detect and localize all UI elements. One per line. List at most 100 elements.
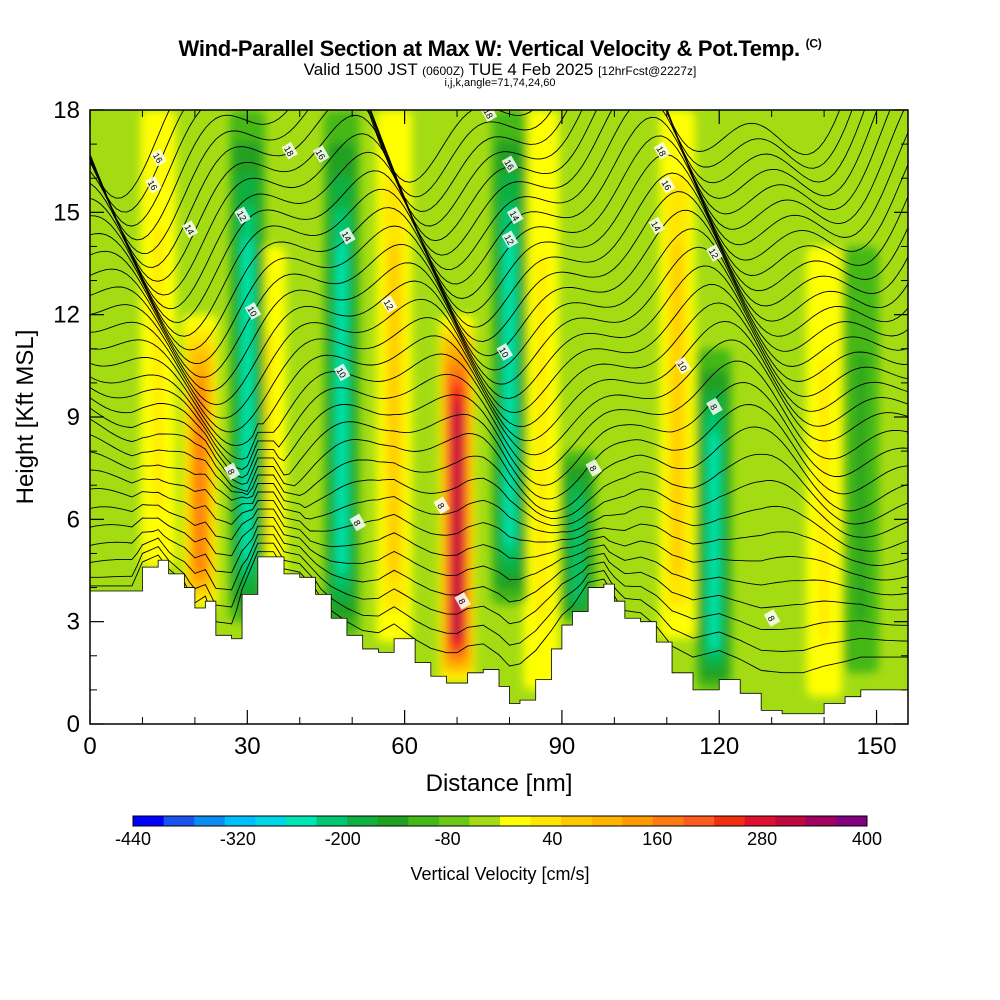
colorbar-swatch	[408, 816, 440, 826]
colorbar-swatch	[622, 816, 654, 826]
theta-contour	[90, 451, 908, 538]
theta-contours	[90, 110, 908, 674]
theta-contour	[90, 265, 908, 406]
colorbar-swatch	[255, 816, 287, 826]
contour-label-text: 16	[660, 178, 674, 192]
contour-label-bg	[381, 295, 398, 313]
contour-label-bg	[433, 496, 451, 515]
contour-label: 14	[339, 227, 356, 245]
colorbar-swatch	[652, 816, 684, 826]
contour-label-text: 16	[151, 151, 165, 165]
x-tick-label: 60	[391, 733, 418, 760]
theta-contour	[90, 172, 908, 337]
theta-contour	[90, 110, 865, 227]
contour-label: 8	[223, 462, 241, 481]
contour-label-text: 8	[435, 501, 446, 510]
contour-label-bg	[181, 220, 199, 238]
x-tick-label: 120	[699, 733, 739, 760]
contour-label-bg	[339, 227, 356, 245]
colorbar: -440 -320 -200 -80 40 160 280 400	[115, 815, 882, 849]
contour-label-text: 14	[182, 223, 196, 237]
downdraft-column-core	[709, 434, 719, 649]
valid-utc: (0600Z)	[422, 64, 465, 78]
contour-label: 16	[312, 145, 330, 163]
colorbar-swatch	[683, 816, 715, 826]
contour-label-text: 8	[708, 402, 719, 411]
y-tick-label: 9	[67, 404, 80, 431]
colorbar-tick-label: 40	[542, 829, 562, 849]
colorbar-tick-label: -440	[115, 829, 151, 849]
contour-label: 16	[501, 155, 519, 174]
x-axis-label: Distance [nm]	[426, 770, 573, 797]
colorbar-swatch	[377, 816, 409, 826]
plot-area: 8 8 8 8 8 8 8 10 10 10 10 12 12 12 12 14 14 14 14 16 16 16 16 1…	[90, 110, 908, 724]
colorbar-swatch	[714, 816, 746, 826]
contour-label: 12	[501, 230, 519, 249]
updraft-column-core	[153, 224, 163, 513]
contour-label-bg	[223, 462, 241, 481]
x-tick-label: 30	[234, 733, 261, 760]
valid-date: TUE 4 Feb 2025	[468, 60, 594, 79]
grid-info: i,j,k,angle=71,74,24,60	[444, 77, 556, 89]
theta-contour-labels: 8 8 8 8 8 8 8 10 10 10 10 12 12 12 12 14 14 14 14 16 16 16 16 1…	[145, 110, 781, 627]
colorbar-swatch	[805, 816, 837, 826]
contour-label-bg	[706, 397, 723, 416]
contour-label: 10	[333, 363, 351, 382]
theta-contour	[90, 110, 878, 241]
x-tick-label: 0	[83, 733, 96, 760]
contour-label-text: 10	[245, 305, 259, 319]
axes: 0 30 60 90 120 150 0 3 6 9 12 15 18	[53, 97, 908, 760]
contour-label-bg	[496, 343, 513, 361]
chart-title: Wind-Parallel Section at Max W: Vertical…	[0, 36, 1000, 62]
contour-label-text: 18	[282, 144, 296, 158]
contour-label-text: 16	[502, 158, 516, 172]
theta-contour	[90, 246, 908, 392]
contour-label: 16	[658, 175, 676, 194]
colorbar-swatch	[224, 816, 256, 826]
theta-contour	[90, 517, 908, 596]
contour-label-text: 12	[382, 298, 396, 312]
colorbar-label: Vertical Velocity [cm/s]	[410, 864, 589, 884]
contour-label-bg	[234, 206, 251, 225]
updraft-column-core	[264, 331, 273, 547]
contour-label-text: 8	[226, 467, 237, 476]
contour-label: 8	[706, 397, 723, 416]
theta-contour	[90, 320, 908, 447]
downdraft-column-core	[337, 241, 346, 573]
colorbar-swatch	[316, 816, 348, 826]
forecast-info: [12hrFcst@2227z]	[598, 64, 697, 78]
contour-label-text: 10	[334, 366, 348, 380]
theta-contour	[90, 284, 908, 419]
colorbar-swatch	[163, 816, 195, 826]
y-axis-label: Height [Kft MSL]	[12, 330, 39, 505]
contour-label: 8	[763, 609, 781, 627]
contour-label-bg	[480, 110, 498, 122]
contour-label-text: 8	[587, 464, 598, 473]
downdraft-column-core	[505, 233, 514, 546]
downdraft-column-core	[856, 353, 866, 622]
contour-label-bg	[706, 244, 723, 262]
contour-label-text: 14	[340, 230, 354, 244]
colorbar-tick-label: 280	[747, 829, 777, 849]
contour-label-text: 18	[654, 144, 668, 158]
contour-label-text: 10	[497, 346, 511, 360]
contour-label-bg	[674, 356, 692, 375]
contour-label-bg	[312, 145, 330, 163]
colorbar-swatch	[500, 816, 532, 826]
updraft-column-core	[819, 359, 829, 643]
colorbar-tick-label: -80	[435, 829, 461, 849]
contour-label: 10	[244, 302, 262, 320]
contour-label: 8	[433, 496, 451, 515]
valid-time: Valid 1500 JST	[303, 60, 418, 79]
colorbar-swatch	[469, 816, 501, 826]
theta-contour	[90, 135, 908, 310]
contour-label: 18	[653, 141, 671, 160]
contour-label-text: 12	[235, 209, 249, 223]
updraft-column-core	[389, 243, 399, 579]
colorbar-tick-label: -320	[220, 829, 256, 849]
colorbar-tick-label: 400	[852, 829, 882, 849]
theta-contour	[90, 504, 908, 581]
contour-label-bg	[501, 155, 519, 174]
colorbar-swatch	[836, 816, 868, 826]
